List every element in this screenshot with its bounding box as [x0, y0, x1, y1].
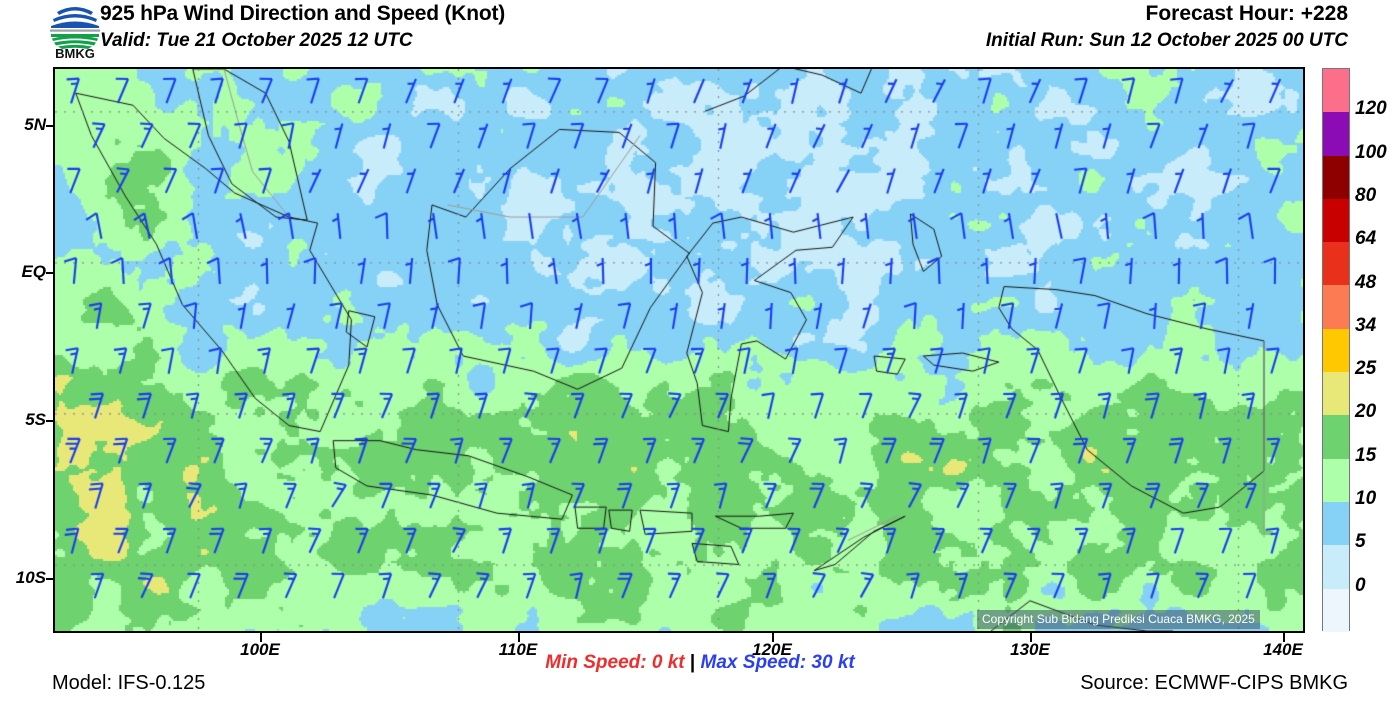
- forecast-hour: Forecast Hour: +228: [1145, 2, 1349, 25]
- copyright-watermark: Copyright Sub Bidang Prediksi Cuaca BMKG…: [977, 610, 1260, 629]
- colorbar-tick-64: 64: [1355, 228, 1377, 250]
- colorbar-tick-0: 0: [1355, 574, 1366, 596]
- colorbar-tick-20: 20: [1355, 401, 1377, 423]
- lat-tick-label-5s: 5S: [25, 410, 46, 429]
- colorbar-tick-48: 48: [1355, 271, 1377, 293]
- colorbar-tick-25: 25: [1355, 358, 1377, 380]
- lon-tick-mark: [518, 633, 520, 642]
- colorbar-band-3: [1323, 198, 1349, 243]
- bmkg-logo: BMKG: [44, 3, 106, 59]
- colorbar-band-8: [1323, 415, 1349, 459]
- colorbar-tick-34: 34: [1355, 314, 1377, 336]
- lon-tick-label-140e: 140E: [1263, 640, 1303, 659]
- speed-summary: Min Speed: 0 kt | Max Speed: 30 kt: [0, 652, 1400, 674]
- lat-tick-mark: [46, 125, 55, 127]
- lon-tick-mark: [260, 633, 262, 642]
- colorbar-tick-120: 120: [1355, 98, 1387, 120]
- map-plot-area[interactable]: Copyright Sub Bidang Prediksi Cuaca BMKG…: [53, 67, 1305, 633]
- lon-tick-mark: [1030, 633, 1032, 642]
- colorbar-band-1: [1323, 112, 1349, 156]
- lat-tick-mark: [46, 578, 55, 580]
- speed-colorbar: [1322, 68, 1350, 632]
- colorbar-band-11: [1323, 545, 1349, 589]
- colorbar-tick-100: 100: [1355, 141, 1387, 163]
- source-label: Source: ECMWF-CIPS BMKG: [1080, 672, 1348, 694]
- colorbar-tick-5: 5: [1355, 531, 1366, 553]
- bmkg-logo-icon: BMKG: [50, 7, 100, 59]
- colorbar-band-10: [1323, 501, 1349, 546]
- max-speed-label: Max Speed:: [700, 652, 807, 673]
- lon-tick-mark: [1283, 633, 1285, 642]
- colorbar-band-2: [1323, 155, 1349, 199]
- page-title: 925 hPa Wind Direction and Speed (Knot): [100, 2, 506, 25]
- lat-tick-label-5n: 5N: [24, 115, 46, 134]
- valid-time: Valid: Tue 21 October 2025 12 UTC: [100, 30, 413, 51]
- initial-run: Initial Run: Sun 12 October 2025 00 UTC: [985, 30, 1348, 51]
- colorbar-band-6: [1323, 328, 1349, 373]
- model-label: Model: IFS-0.125: [52, 672, 206, 694]
- min-speed-value: 0 kt: [651, 652, 685, 673]
- colorbar-tick-15: 15: [1355, 444, 1377, 466]
- colorbar-band-7: [1323, 372, 1349, 416]
- max-speed-value: 30 kt: [811, 652, 855, 673]
- lon-tick-label-130e: 130E: [1010, 640, 1050, 659]
- colorbar-tick-10: 10: [1355, 488, 1377, 510]
- lon-tick-label-110e: 110E: [498, 640, 538, 659]
- footer: Model: IFS-0.125 Source: ECMWF-CIPS BMKG: [0, 663, 1400, 709]
- lon-tick-mark: [772, 633, 774, 642]
- colorbar-band-5: [1323, 285, 1349, 329]
- lat-tick-mark: [46, 420, 55, 422]
- colorbar-band-0: [1323, 69, 1349, 113]
- bmkg-logo-text: BMKG: [55, 46, 95, 59]
- lon-tick-label-100e: 100E: [240, 640, 280, 659]
- colorbar-band-4: [1323, 242, 1349, 286]
- colorbar-band-12: [1323, 588, 1349, 632]
- header: BMKG 925 hPa Wind Direction and Speed (K…: [0, 0, 1400, 62]
- colorbar-tick-80: 80: [1355, 184, 1377, 206]
- lon-tick-label-120e: 120E: [752, 640, 792, 659]
- colorbar-band-9: [1323, 458, 1349, 502]
- lat-tick-label-10s: 10S: [15, 568, 46, 587]
- wind-field-canvas: [55, 69, 1303, 631]
- min-speed-label: Min Speed:: [545, 652, 647, 673]
- speed-colorbar-labels: 120 100 80 64 48 34 25 20 15 10 5 0: [1355, 68, 1400, 631]
- lat-tick-label-eq: EQ: [21, 262, 46, 281]
- speed-separator: |: [689, 652, 696, 673]
- lat-tick-mark: [46, 272, 55, 274]
